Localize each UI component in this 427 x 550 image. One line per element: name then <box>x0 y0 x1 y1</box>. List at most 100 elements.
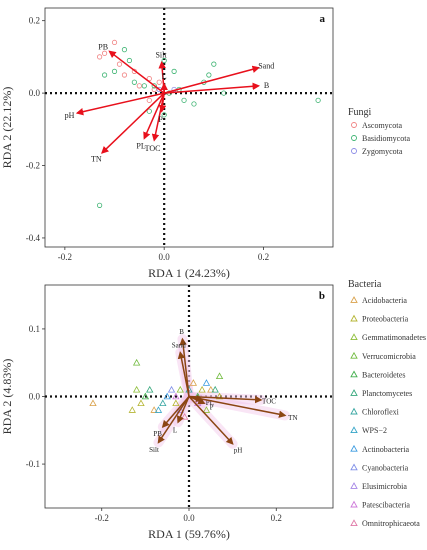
legend-marker <box>351 135 357 141</box>
legend-marker <box>350 351 358 359</box>
data-point <box>131 79 137 85</box>
panel-a: -0.2 0.0 0.2 -0.4 -0.2 0.0 0.2 RDA 1 (24.23%) RD… <box>0 7 410 280</box>
arrow-label: B <box>264 81 269 90</box>
data-point <box>176 385 184 393</box>
data-point <box>167 385 176 393</box>
legend-marker <box>351 148 357 154</box>
x-tick-label: -0.2 <box>95 513 109 523</box>
arrow-ph <box>188 395 234 445</box>
arrow-ph <box>75 92 165 116</box>
data-point <box>211 61 217 67</box>
x-axis-label: RDA 1 (24.23%) <box>148 266 230 280</box>
x-axis-label: RDA 1 (59.76%) <box>148 527 230 541</box>
arrow-label: L <box>162 72 167 81</box>
x-tick-label: 0.2 <box>271 513 282 523</box>
data-point <box>136 83 142 89</box>
legend-marker <box>351 122 357 128</box>
y-tick-label: 0.0 <box>29 88 41 98</box>
arrow-label: PL <box>206 399 214 407</box>
data-point <box>202 379 211 386</box>
data-point <box>211 385 219 393</box>
x-tick-label: 0.0 <box>183 513 195 523</box>
legend-marker <box>350 314 358 322</box>
arrow-l <box>176 396 190 424</box>
arrow-b <box>164 82 261 94</box>
data-point <box>198 385 206 393</box>
y-tick-label: 0.2 <box>29 16 40 26</box>
arrow-toc <box>188 395 263 404</box>
arrow-b <box>179 337 190 397</box>
y-axis-label: RDA 2 (22.12%) <box>0 87 14 169</box>
data-point <box>172 392 180 400</box>
data-point <box>111 68 118 74</box>
arrow-label: B <box>179 328 184 336</box>
arrow-label: P <box>210 403 214 411</box>
arrow-label: L <box>173 427 177 435</box>
arrow-label: Silt <box>155 50 167 59</box>
y-tick-label: 0.1 <box>29 324 40 334</box>
legend-marker <box>350 370 358 378</box>
arrow-silt <box>157 396 190 444</box>
y-tick-label: -0.4 <box>26 233 41 243</box>
legend-entry: Bacteroidetes <box>362 370 406 379</box>
arrow-label: PB <box>153 430 162 438</box>
data-point <box>101 72 108 78</box>
x-tick-label: 0.0 <box>159 252 171 262</box>
y-tick-label: -0.1 <box>26 459 40 469</box>
panel-label: a <box>320 13 326 25</box>
data-point <box>101 50 108 56</box>
data-point <box>137 399 145 407</box>
data-point <box>171 68 177 74</box>
data-point <box>97 202 103 208</box>
arrow-label: Silt <box>149 446 159 454</box>
arrow-label: P <box>158 115 163 124</box>
data-point <box>215 392 224 400</box>
legend-entry: Acidobacteria <box>362 296 407 305</box>
data-point <box>141 392 150 400</box>
data-point <box>151 83 157 89</box>
legend-title: Fungi <box>348 107 372 118</box>
data-point <box>141 83 147 89</box>
legend-marker <box>350 519 358 527</box>
legend-marker <box>350 389 358 396</box>
arrow-label: Sand <box>172 342 187 350</box>
legend-title: Bacteria <box>348 279 382 290</box>
legend-entry: Chloroflexi <box>362 408 400 417</box>
arrow-p <box>158 92 167 113</box>
legend-entry: Ascomycota <box>362 121 402 130</box>
arrow-label: pH <box>234 447 243 455</box>
arrow-label: pH <box>65 111 75 120</box>
legend-marker <box>350 333 358 341</box>
y-tick-label: -0.2 <box>26 161 40 171</box>
data-point <box>89 399 97 407</box>
data-point <box>132 385 141 393</box>
plot-frame <box>44 7 334 248</box>
data-point <box>189 379 198 386</box>
data-point <box>154 406 163 413</box>
legend-entry: Cyanobacteria <box>362 463 409 472</box>
data-point <box>156 79 162 85</box>
legend-entry: Planctomycetes <box>362 389 412 398</box>
arrow-label: TN <box>91 154 102 163</box>
data-point <box>206 72 212 78</box>
data-point <box>128 406 136 413</box>
arrow-label: TOC <box>262 397 276 405</box>
x-tick-label: -0.2 <box>58 252 72 262</box>
data-point <box>97 54 103 60</box>
arrow-label: Sand <box>258 62 274 71</box>
arrow-label: PL <box>136 142 145 151</box>
data-point <box>163 392 171 400</box>
data-point <box>221 90 227 96</box>
y-axis-label: RDA 2 (4.83%) <box>0 359 14 435</box>
legend-entry: Omnitrophicaeota <box>362 519 420 528</box>
data-point <box>121 72 128 78</box>
y-tick-label: 0.0 <box>29 392 41 402</box>
legend-marker <box>350 444 358 452</box>
legend-entry: Proteobacteria <box>362 315 409 324</box>
data-point <box>191 101 197 107</box>
data-point <box>176 406 184 413</box>
legend-entry: Patescibacteria <box>362 501 410 510</box>
data-point <box>111 39 118 46</box>
data-point <box>146 385 154 393</box>
